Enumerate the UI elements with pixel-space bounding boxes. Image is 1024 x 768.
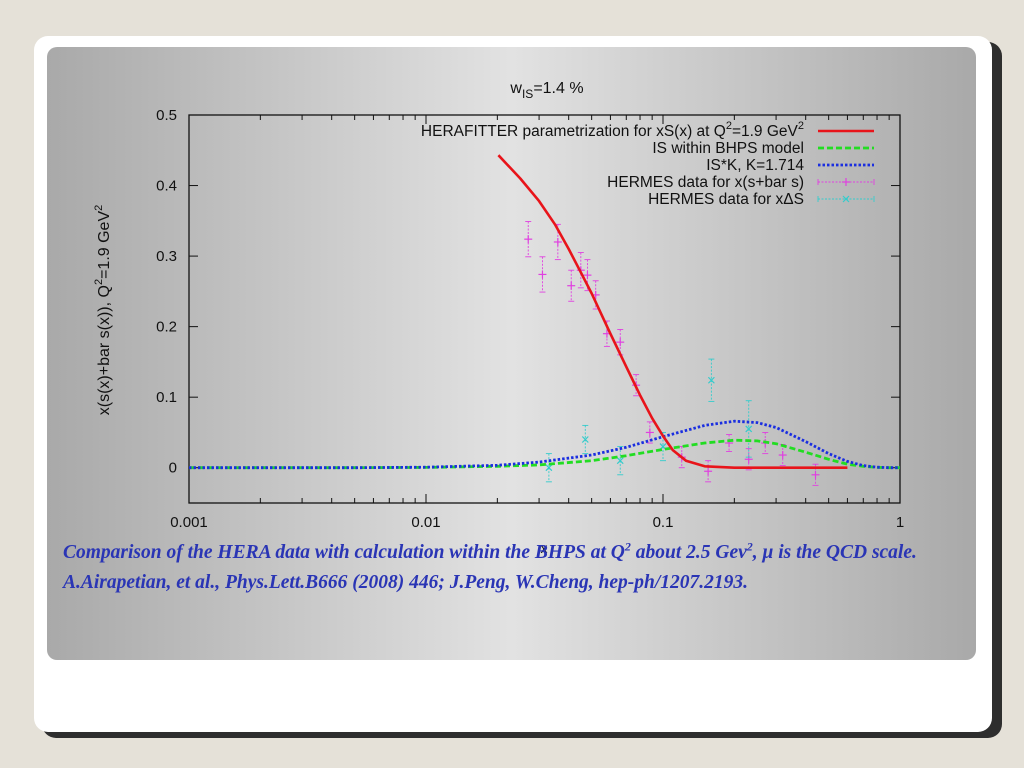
chart-title: wIS=1.4 %	[509, 80, 583, 101]
series-0	[497, 154, 848, 469]
legend-label-sup: 2	[726, 120, 732, 132]
x-tick-label: 0.01	[411, 514, 440, 531]
y-axis-title-part2: =1.9 GeV	[96, 211, 113, 279]
y-axis-title-sup1: 2	[93, 279, 105, 285]
y-tick-label: 0.5	[156, 107, 177, 124]
series-2	[189, 419, 900, 470]
legend-label-part: HERAFITTER parametrization for xS(x) at …	[421, 123, 726, 140]
data-point-b	[581, 436, 589, 443]
y-axis-title-sup2: 2	[93, 205, 105, 211]
legend-label: IS within BHPS model	[652, 140, 804, 157]
caption-part3: , μ is the QCD scale. A.Airapetian, et a…	[63, 542, 917, 593]
legend-marker-b	[842, 195, 850, 203]
data-point-b	[616, 457, 624, 465]
series-line	[189, 438, 900, 470]
y-axis-title: x(s(x)+bar s(x)), Q2=1.9 GeV2	[93, 205, 113, 416]
legend-label: IS*K, K=1.714	[706, 157, 804, 174]
x-marker-label: x	[541, 540, 548, 556]
y-axis-title-part1: x(s(x)+bar s(x)), Q	[96, 285, 113, 415]
y-tick-label: 0	[169, 460, 177, 477]
legend-label-sup: 2	[798, 120, 804, 132]
caption-part1: Comparison of the HERA data with calcula…	[63, 542, 625, 563]
data-point-b	[707, 376, 715, 384]
series-line	[189, 419, 900, 470]
series-line	[497, 154, 848, 469]
legend-label: HERMES data for x(s+bar s)	[607, 174, 804, 191]
plot-frame	[188, 114, 901, 504]
caption-part2: about 2.5 Gev	[630, 542, 747, 563]
legend-label-part: =1.9 GeV	[732, 123, 799, 140]
legend-label: HERAFITTER parametrization for xS(x) at …	[421, 120, 804, 140]
caption-sup1: 2	[624, 539, 631, 554]
y-tick-label: 0.1	[156, 389, 177, 406]
data-point-b	[545, 464, 553, 472]
y-tick-label: 0.3	[156, 248, 177, 265]
series-4	[545, 358, 753, 483]
x-tick-label: 0.001	[170, 514, 208, 531]
caption-sup2: 2	[746, 539, 753, 554]
x-tick-label: 0.1	[653, 514, 674, 531]
x-tick-label: 1	[896, 514, 904, 531]
chart-title-main: w	[509, 80, 522, 97]
series-3	[524, 221, 820, 486]
data-point-b	[745, 425, 753, 433]
legend-label: HERMES data for xΔS	[648, 191, 804, 208]
y-tick-label: 0.2	[156, 319, 177, 336]
chart-title-subscript: IS	[522, 87, 533, 101]
chart-title-rest: =1.4 %	[533, 80, 583, 97]
figure-caption: Comparison of the HERA data with calcula…	[63, 538, 943, 598]
y-tick-label: 0.4	[156, 178, 177, 195]
series-1	[189, 438, 900, 470]
